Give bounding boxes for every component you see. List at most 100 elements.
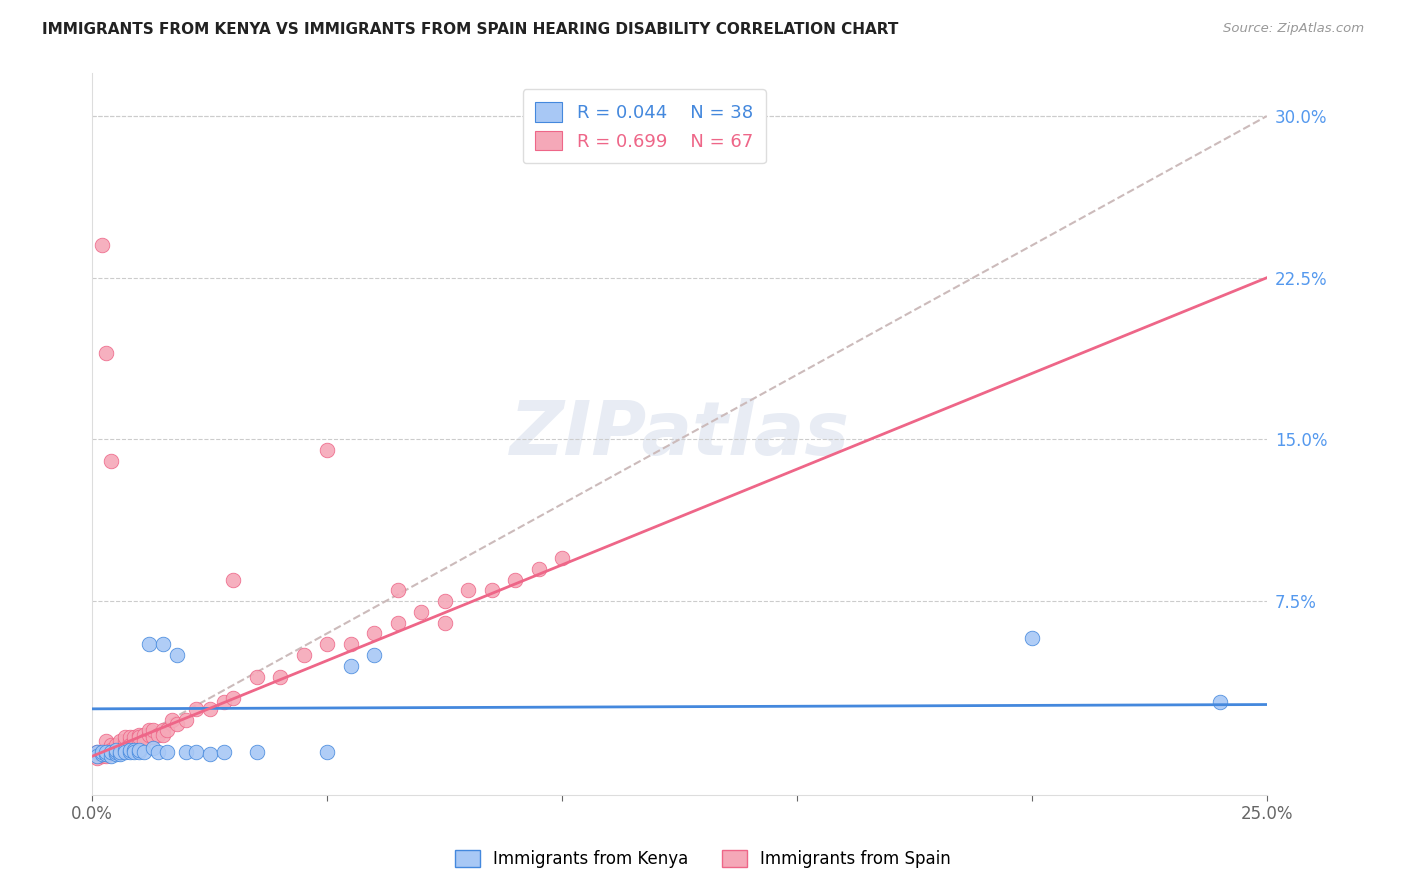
Point: [156, 723, 179, 738]
Text: Source: ZipAtlas.com: Source: ZipAtlas.com: [1223, 22, 1364, 36]
Point: [222, 573, 245, 587]
Point: [246, 669, 269, 683]
Point: [124, 745, 146, 759]
Point: [96, 745, 118, 759]
Point: [110, 747, 132, 761]
Point: [316, 443, 339, 458]
Point: [152, 728, 174, 742]
Point: [138, 723, 160, 738]
Point: [110, 745, 132, 759]
Point: [86, 749, 108, 764]
Point: [86, 745, 108, 759]
Point: [118, 734, 141, 748]
Point: [100, 745, 122, 759]
Point: [212, 745, 235, 759]
Point: [104, 743, 127, 757]
Point: [174, 713, 197, 727]
Point: [114, 739, 136, 753]
Point: [114, 734, 136, 748]
Point: [142, 730, 165, 744]
Point: [90, 745, 112, 759]
Point: [433, 615, 456, 630]
Legend: Immigrants from Kenya, Immigrants from Spain: Immigrants from Kenya, Immigrants from S…: [449, 843, 957, 875]
Point: [100, 749, 122, 764]
Point: [90, 747, 112, 761]
Point: [138, 728, 160, 742]
Point: [551, 551, 574, 566]
Point: [527, 562, 550, 576]
Point: [481, 583, 503, 598]
Point: [222, 691, 245, 706]
Point: [118, 739, 141, 753]
Point: [198, 702, 221, 716]
Point: [100, 454, 122, 468]
Point: [124, 734, 146, 748]
Point: [104, 747, 127, 761]
Point: [409, 605, 432, 619]
Point: [128, 730, 150, 744]
Point: [90, 745, 112, 759]
Point: [1209, 695, 1232, 709]
Point: [184, 745, 207, 759]
Point: [1021, 631, 1043, 645]
Point: [114, 745, 136, 759]
Point: [128, 728, 150, 742]
Point: [128, 734, 150, 748]
Point: [104, 739, 127, 753]
Text: IMMIGRANTS FROM KENYA VS IMMIGRANTS FROM SPAIN HEARING DISABILITY CORRELATION CH: IMMIGRANTS FROM KENYA VS IMMIGRANTS FROM…: [42, 22, 898, 37]
Point: [152, 723, 174, 738]
Point: [142, 740, 165, 755]
Point: [433, 594, 456, 608]
Point: [118, 730, 141, 744]
Point: [86, 751, 108, 765]
Point: [132, 745, 155, 759]
Point: [114, 743, 136, 757]
Point: [132, 728, 155, 742]
Point: [104, 743, 127, 757]
Point: [339, 658, 361, 673]
Point: [96, 745, 118, 759]
Point: [90, 747, 112, 761]
Point: [160, 713, 183, 727]
Point: [316, 637, 339, 651]
Point: [118, 743, 141, 757]
Point: [110, 739, 132, 753]
Legend: R = 0.044    N = 38, R = 0.699    N = 67: R = 0.044 N = 38, R = 0.699 N = 67: [523, 89, 766, 163]
Point: [152, 637, 174, 651]
Point: [156, 745, 179, 759]
Point: [363, 626, 385, 640]
Point: [142, 723, 165, 738]
Point: [96, 346, 118, 360]
Point: [198, 747, 221, 761]
Point: [184, 702, 207, 716]
Point: [110, 740, 132, 755]
Point: [124, 743, 146, 757]
Point: [457, 583, 479, 598]
Point: [292, 648, 315, 662]
Point: [212, 695, 235, 709]
Point: [339, 637, 361, 651]
Point: [118, 745, 141, 759]
Point: [96, 734, 118, 748]
Point: [128, 745, 150, 759]
Point: [96, 747, 118, 761]
Point: [166, 717, 188, 731]
Point: [174, 745, 197, 759]
Point: [104, 740, 127, 755]
Point: [114, 730, 136, 744]
Point: [132, 734, 155, 748]
Point: [503, 573, 526, 587]
Point: [100, 739, 122, 753]
Point: [100, 743, 122, 757]
Point: [86, 745, 108, 759]
Point: [146, 745, 169, 759]
Point: [269, 669, 291, 683]
Point: [90, 238, 112, 252]
Point: [146, 728, 169, 742]
Point: [96, 749, 118, 764]
Point: [166, 648, 188, 662]
Point: [124, 730, 146, 744]
Point: [128, 743, 150, 757]
Point: [90, 749, 112, 764]
Point: [104, 745, 127, 759]
